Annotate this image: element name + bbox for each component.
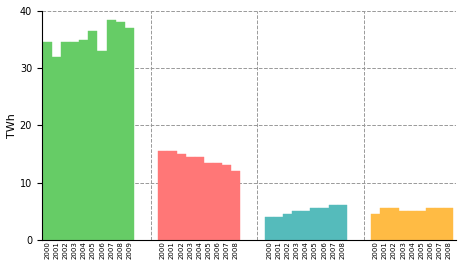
Bar xyxy=(88,31,98,240)
Bar xyxy=(380,208,389,240)
Bar xyxy=(417,211,426,240)
Bar xyxy=(98,51,106,240)
Bar xyxy=(222,165,232,240)
Bar xyxy=(168,151,176,240)
Bar xyxy=(52,57,61,240)
Bar xyxy=(338,205,347,240)
Bar xyxy=(43,42,52,240)
Bar xyxy=(444,208,453,240)
Bar xyxy=(389,208,399,240)
Bar xyxy=(408,211,417,240)
Bar xyxy=(310,208,319,240)
Bar xyxy=(301,211,310,240)
Bar xyxy=(116,22,125,240)
Bar xyxy=(204,163,213,240)
Bar xyxy=(329,205,338,240)
Bar xyxy=(319,208,329,240)
Bar xyxy=(79,40,88,240)
Bar xyxy=(292,211,301,240)
Bar xyxy=(61,42,70,240)
Bar xyxy=(274,217,283,240)
Bar xyxy=(176,154,186,240)
Bar xyxy=(106,19,116,240)
Bar xyxy=(158,151,168,240)
Bar xyxy=(70,42,79,240)
Bar xyxy=(426,208,435,240)
Y-axis label: TWh: TWh xyxy=(7,113,17,138)
Bar xyxy=(213,163,222,240)
Bar xyxy=(186,157,195,240)
Bar xyxy=(125,28,134,240)
Bar xyxy=(195,157,204,240)
Bar xyxy=(265,217,274,240)
Bar xyxy=(283,214,292,240)
Bar xyxy=(435,208,444,240)
Bar xyxy=(371,214,380,240)
Bar xyxy=(232,171,240,240)
Bar xyxy=(399,211,408,240)
